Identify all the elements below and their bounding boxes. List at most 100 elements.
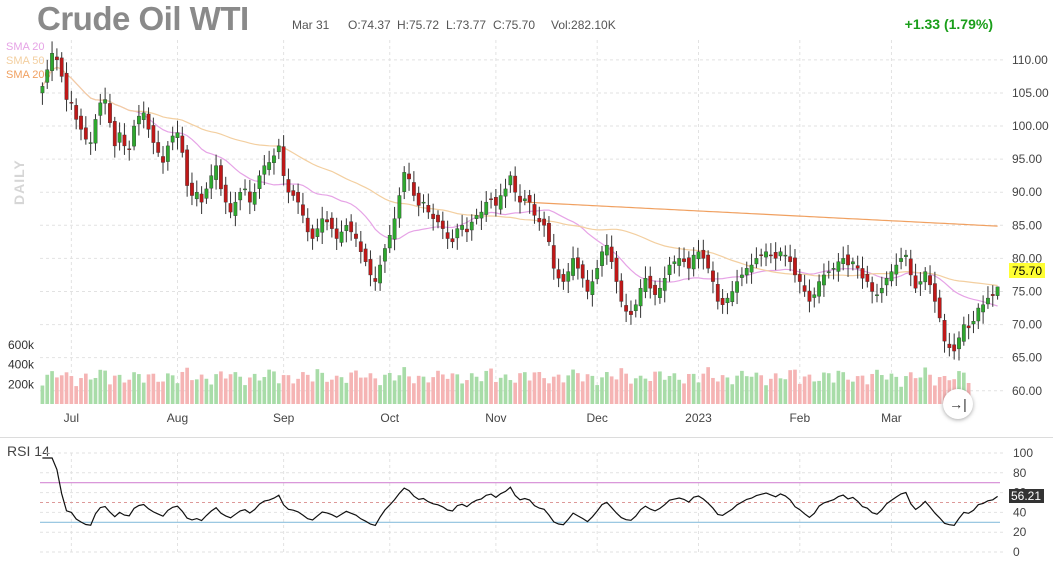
- candle-body: [908, 258, 913, 276]
- candle-body: [93, 119, 98, 144]
- candle-body: [923, 271, 928, 283]
- candle-body: [440, 220, 445, 229]
- candle-body: [194, 192, 199, 200]
- volume-bar: [846, 379, 850, 404]
- candle-body: [600, 251, 604, 266]
- volume-tick-label: 600k: [8, 338, 35, 352]
- volume-bar: [402, 367, 407, 404]
- candle-body: [64, 73, 69, 100]
- volume-bar: [310, 381, 315, 404]
- candle-body: [532, 204, 537, 216]
- volume-bar: [132, 372, 136, 404]
- price-tick-label: 65.00: [1012, 351, 1042, 365]
- candle-body: [619, 280, 624, 302]
- legend-sma200[interactable]: SMA 200: [6, 69, 51, 81]
- price-change: +1.33 (1.79%): [904, 16, 993, 32]
- volume-bar: [334, 375, 339, 404]
- rsi-chart[interactable]: 020406080100 56.21: [0, 443, 1053, 563]
- volume-bar: [421, 376, 426, 404]
- candle-body: [450, 238, 455, 243]
- price-chart[interactable]: 60.00 65.00 70.00 75.00 80.00 85.00 90.00 95.00…: [0, 0, 1053, 440]
- candle-body: [773, 252, 778, 259]
- volume-bar: [339, 377, 344, 404]
- candle-body: [252, 192, 257, 205]
- price-tick-label: 80.00: [1012, 251, 1042, 265]
- candle-body: [648, 275, 653, 289]
- volume-bar: [561, 382, 566, 404]
- volume-bar: [619, 368, 624, 404]
- candle-body: [161, 156, 165, 163]
- volume-bar: [305, 374, 310, 404]
- rsi-line-group: [42, 457, 998, 527]
- volume-bar: [884, 379, 889, 404]
- candle-body: [566, 271, 571, 282]
- volume-bar: [682, 383, 686, 404]
- volume-bar: [711, 377, 715, 404]
- legend-sma50[interactable]: SMA 50: [6, 55, 45, 67]
- candle-body: [310, 228, 315, 239]
- volume-bar: [445, 378, 450, 404]
- candle-body: [696, 251, 701, 260]
- candle-body: [402, 172, 407, 192]
- volume-bar: [648, 380, 653, 404]
- volume-bar: [248, 377, 252, 404]
- candle-body: [870, 282, 875, 292]
- candle-body: [301, 204, 305, 216]
- candle-body: [826, 271, 831, 273]
- volume-bar: [436, 370, 440, 404]
- legend-sma20[interactable]: SMA 20: [6, 41, 45, 53]
- volume-bar: [267, 369, 271, 404]
- volume-bar: [469, 373, 474, 404]
- candle-body: [479, 211, 484, 219]
- volume-bar: [764, 385, 768, 404]
- go-to-latest-button[interactable]: →|: [943, 389, 973, 419]
- volume-bar: [865, 384, 870, 404]
- candle-body: [426, 205, 431, 213]
- candle-body: [272, 155, 276, 163]
- candle-body: [436, 214, 440, 223]
- candle-body: [407, 173, 411, 180]
- time-tick-label: Jul: [64, 411, 79, 425]
- candle-body: [165, 145, 170, 162]
- candle-body: [141, 112, 146, 120]
- volume-bar: [50, 371, 54, 404]
- candle-body: [175, 132, 180, 138]
- sma200-line: [524, 201, 998, 227]
- volume-bar: [166, 373, 170, 404]
- candle-body: [416, 192, 421, 206]
- candle-body: [875, 294, 879, 296]
- volume-bar: [93, 377, 98, 404]
- price-tick-label: 70.00: [1012, 318, 1042, 332]
- candle-body: [54, 56, 59, 61]
- candle-body: [894, 264, 899, 275]
- candle-body: [981, 304, 986, 313]
- pane-divider[interactable]: [0, 437, 1053, 438]
- volume-bar: [494, 381, 498, 404]
- candle-body: [180, 135, 185, 153]
- time-tick-label: Oct: [380, 411, 399, 425]
- volume-bar: [778, 378, 783, 404]
- candle-body: [638, 287, 643, 307]
- volume-bar: [489, 368, 493, 404]
- volume-bar: [894, 376, 899, 404]
- volume-bar: [455, 374, 460, 404]
- candle-body: [112, 121, 117, 147]
- time-tick-label: Nov: [485, 411, 506, 425]
- candle-body: [354, 233, 358, 239]
- volume-bar: [913, 378, 918, 404]
- candle-body: [50, 53, 54, 71]
- candle-body: [59, 57, 64, 77]
- volume-bar: [691, 373, 696, 404]
- candle-body: [629, 310, 633, 315]
- volume-bar: [633, 378, 638, 404]
- candle-body: [561, 274, 566, 282]
- candle-body: [879, 287, 884, 294]
- volume-bar: [957, 371, 961, 404]
- candle-body: [219, 165, 223, 190]
- candle-body: [117, 132, 122, 143]
- rsi-tick-label: 80: [1013, 466, 1027, 480]
- volume-bar: [291, 383, 296, 404]
- candle-body: [503, 188, 508, 197]
- candle-body: [807, 290, 812, 302]
- candle-body: [932, 283, 937, 302]
